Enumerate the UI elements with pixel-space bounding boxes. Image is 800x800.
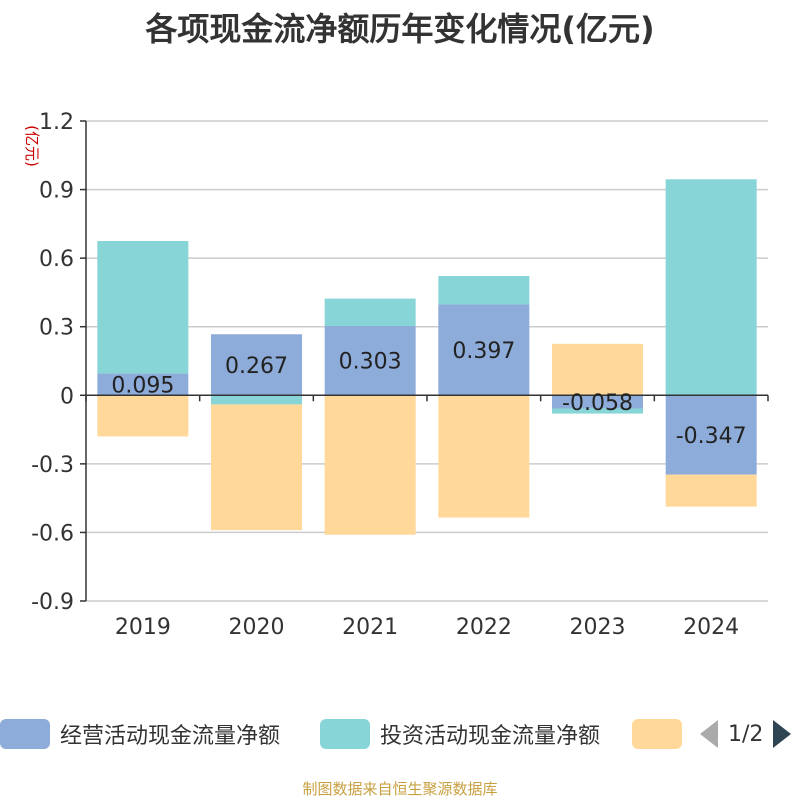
legend-swatch	[320, 719, 370, 749]
legend-item-operating[interactable]: 经营活动现金流量净额	[0, 718, 280, 750]
bar-2024-series-1[interactable]	[665, 179, 757, 396]
legend-swatch	[0, 719, 50, 749]
bar-2021-series-2[interactable]	[324, 395, 416, 535]
data-labels: 0.095 0.267 0.303 0.397 -0.058 -0.347	[111, 339, 746, 449]
y-axis-label: (亿元)	[23, 125, 41, 167]
data-label: 0.397	[452, 339, 515, 364]
y-tick-label: 0.6	[39, 247, 74, 272]
chart-title: 各项现金流净额历年变化情况(亿元)	[145, 10, 655, 48]
y-tick-label: 1.2	[39, 110, 74, 135]
bar-2022-series-0[interactable]	[438, 304, 530, 396]
grid-lines	[86, 120, 768, 602]
y-tick-label: -0.3	[31, 453, 74, 478]
legend-next-icon[interactable]	[773, 720, 792, 748]
source-note: 制图数据来自恒生聚源数据库	[302, 780, 498, 798]
x-tick-label: 2023	[570, 615, 626, 640]
data-label: 0.095	[111, 373, 174, 398]
legend-label: 经营活动现金流量净额	[60, 724, 281, 749]
data-label: -0.347	[676, 424, 747, 449]
bar-2019-series-2[interactable]	[97, 395, 189, 437]
bar-2021-series-1[interactable]	[324, 298, 416, 327]
x-tick-label: 2021	[342, 615, 398, 640]
bar-2019-series-0[interactable]	[97, 373, 189, 396]
y-tick-label: 0.3	[39, 316, 74, 341]
bar-2022-series-2[interactable]	[438, 395, 530, 518]
x-tick-label: 2019	[115, 615, 171, 640]
bar-2020-series-2[interactable]	[211, 404, 302, 531]
y-tick-label: 0	[60, 384, 74, 409]
legend-page-indicator: 1/2	[728, 721, 764, 747]
legend-pager: 1/2	[700, 718, 792, 750]
legend-swatch	[632, 719, 682, 749]
data-label: 0.303	[339, 350, 402, 375]
bar-2022-series-1[interactable]	[438, 275, 530, 305]
legend-item-investing[interactable]: 投资活动现金流量净额	[320, 718, 600, 750]
y-tick-label: 0.9	[39, 179, 74, 204]
legend-item-financing[interactable]	[632, 718, 682, 750]
bar-2021-series-0[interactable]	[324, 326, 416, 396]
data-label: -0.058	[562, 391, 633, 416]
bar-2024-series-2[interactable]	[665, 474, 757, 507]
legend-label: 投资活动现金流量净额	[380, 724, 601, 749]
x-tick-label: 2024	[683, 615, 739, 640]
y-tick-label: -0.6	[31, 521, 74, 546]
bar-2023-series-1[interactable]	[552, 408, 643, 414]
bar-2023-series-2[interactable]	[552, 343, 643, 396]
bar-2020-series-0[interactable]	[211, 334, 302, 396]
data-label: 0.267	[225, 354, 288, 379]
bar-2020-series-1[interactable]	[211, 395, 302, 405]
legend-prev-icon[interactable]	[700, 720, 718, 748]
bar-2024-series-0[interactable]	[665, 395, 757, 475]
x-tick-label: 2022	[456, 615, 512, 640]
legend: 经营活动现金流量净额 投资活动现金流量净额 1/2	[0, 712, 800, 756]
x-tick-label: 2020	[229, 615, 285, 640]
axes: 1.2 0.9 0.6 0.3 0 -0.3 -0.6 -0.9 2019 2020 2021 202…	[31, 110, 769, 640]
y-tick-label: -0.9	[31, 590, 74, 615]
bars	[97, 179, 757, 535]
bar-2019-series-1[interactable]	[97, 241, 189, 374]
bar-2023-series-0[interactable]	[552, 395, 643, 409]
